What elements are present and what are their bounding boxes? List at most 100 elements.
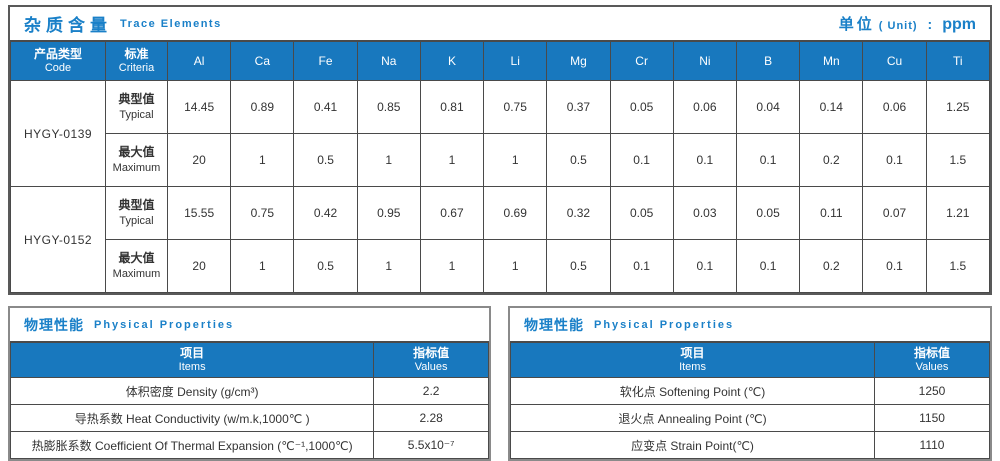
value-cell-ni: 0.1: [672, 239, 737, 293]
value-cell-k: 0.67: [419, 186, 485, 240]
property-value-cell: 5.5x10⁻⁷: [373, 431, 489, 459]
value-cell-na: 1: [356, 239, 421, 293]
unit-value: ppm: [942, 16, 976, 33]
value-cell-al: 20: [166, 239, 232, 293]
property-value-cell: 1250: [874, 377, 990, 405]
value-cell-b: 0.05: [735, 186, 801, 240]
column-header-values-cn: 指标值: [914, 345, 951, 360]
physical-property-row: 导热系数 Heat Conductivity (w/m.k,1000℃ ) 2.2…: [9, 404, 489, 432]
element-column-header-li: Li: [483, 40, 548, 81]
element-column-header-al: Al: [166, 40, 232, 81]
value-cell-mn: 0.14: [799, 80, 864, 134]
value-cell-cu: 0.07: [862, 186, 927, 240]
column-header-values-en: Values: [414, 360, 448, 373]
value-cell-al: 15.55: [166, 186, 232, 240]
element-column-header-na: Na: [356, 40, 421, 81]
column-header-criteria: 标准 Criteria: [105, 40, 168, 81]
value-cell-cu: 0.1: [862, 239, 927, 293]
property-item-cell: 导热系数 Heat Conductivity (w/m.k,1000℃ ): [9, 404, 375, 432]
value-cell-ca: 0.89: [230, 80, 295, 134]
criteria-label-en: Typical: [119, 214, 154, 227]
section-title-cn: 物理性能: [24, 316, 84, 333]
value-cell-ti: 1.5: [925, 239, 991, 293]
unit-colon: :: [927, 16, 933, 32]
section-title-cn: 杂质含量: [24, 16, 112, 35]
trace-elements-table: 产品类型 Code 标准 Criteria Al Ca Fe Na K Li Mg Cr Ni B…: [10, 40, 991, 293]
value-cell-ni: 0.03: [672, 186, 737, 240]
criteria-label-cn: 最大值: [118, 251, 155, 266]
value-cell-mg: 0.32: [546, 186, 611, 240]
property-item-cell: 应变点 Strain Point(℃): [509, 431, 876, 459]
value-cell-li: 0.69: [483, 186, 548, 240]
column-header-values-cn: 指标值: [413, 345, 450, 360]
trace-header-row: 产品类型 Code 标准 Criteria Al Ca Fe Na K Li Mg Cr Ni B…: [10, 40, 991, 81]
value-cell-b: 0.04: [735, 80, 801, 134]
section-title-en: Physical Properties: [94, 318, 235, 331]
trace-elements-titlebar: 杂质含量 Trace Elements 单位 ( Unit) : ppm: [10, 7, 990, 40]
section-title-cn: 物理性能: [524, 316, 584, 333]
column-header-criteria-cn: 标准: [124, 46, 149, 61]
value-cell-fe: 0.5: [293, 133, 358, 187]
product-code-cell: HYGY-0139: [10, 80, 106, 187]
property-value-cell: 2.2: [373, 377, 489, 405]
product-code-cell: HYGY-0152: [10, 186, 106, 293]
element-column-header-k: K: [419, 40, 485, 81]
value-cell-cr: 0.1: [609, 133, 674, 187]
property-value-cell: 2.28: [373, 404, 489, 432]
value-cell-k: 0.81: [419, 80, 485, 134]
value-cell-b: 0.1: [735, 133, 801, 187]
section-title-en: Physical Properties: [594, 318, 735, 331]
element-column-header-fe: Fe: [293, 40, 358, 81]
criteria-label-en: Maximum: [112, 267, 161, 280]
physical-properties-titlebar: 物理性能 Physical Properties: [510, 308, 990, 341]
property-value-cell: 1110: [874, 431, 990, 459]
criteria-label-cn: 典型值: [118, 92, 155, 107]
value-cell-fe: 0.42: [293, 186, 358, 240]
value-cell-cu: 0.06: [862, 80, 927, 134]
value-cell-al: 14.45: [166, 80, 232, 134]
element-column-header-mn: Mn: [799, 40, 864, 81]
physical-properties-titlebar: 物理性能 Physical Properties: [10, 308, 489, 341]
value-cell-mg: 0.5: [546, 133, 611, 187]
column-header-criteria-en: Criteria: [118, 61, 155, 74]
value-cell-mg: 0.37: [546, 80, 611, 134]
value-cell-na: 0.85: [356, 80, 421, 134]
value-cell-mn: 0.11: [799, 186, 864, 240]
physical-property-row: 体积密度 Density (g/cm³) 2.2: [9, 377, 489, 405]
criteria-cell: 最大值 Maximum: [105, 133, 168, 187]
value-cell-fe: 0.41: [293, 80, 358, 134]
value-cell-na: 0.95: [356, 186, 421, 240]
value-cell-cr: 0.05: [609, 186, 674, 240]
column-header-values-en: Values: [915, 360, 949, 373]
value-cell-ni: 0.1: [672, 133, 737, 187]
property-item-cell: 体积密度 Density (g/cm³): [9, 377, 375, 405]
value-cell-fe: 0.5: [293, 239, 358, 293]
value-cell-cr: 0.05: [609, 80, 674, 134]
unit-label-cn: 单位: [838, 16, 875, 33]
column-header-code: 产品类型 Code: [10, 40, 106, 81]
unit-indicator: 单位 ( Unit) : ppm: [839, 13, 976, 34]
property-item-cell: 热膨胀系数 Coefficient Of Thermal Expansion (…: [9, 431, 375, 459]
column-header-items-cn: 项目: [180, 345, 205, 360]
value-cell-k: 1: [419, 239, 485, 293]
element-column-header-b: B: [735, 40, 801, 81]
column-header-items: 项目 Items: [9, 341, 375, 378]
value-cell-b: 0.1: [735, 239, 801, 293]
property-item-cell: 软化点 Softening Point (℃): [509, 377, 876, 405]
criteria-cell: 典型值 Typical: [105, 186, 168, 240]
value-cell-k: 1: [419, 133, 485, 187]
value-cell-ti: 1.21: [925, 186, 991, 240]
column-header-items-en: Items: [679, 360, 706, 373]
element-column-header-cu: Cu: [862, 40, 927, 81]
criteria-cell: 最大值 Maximum: [105, 239, 168, 293]
element-column-header-ca: Ca: [230, 40, 295, 81]
physical-properties-table-right: 项目 Items 指标值 Values 软化点 Softening Point …: [509, 341, 990, 459]
criteria-label-cn: 最大值: [118, 145, 155, 160]
column-header-items: 项目 Items: [509, 341, 876, 378]
trace-elements-section: 杂质含量 Trace Elements 单位 ( Unit) : ppm 产品类…: [8, 5, 992, 295]
value-cell-mn: 0.2: [799, 133, 864, 187]
value-cell-cu: 0.1: [862, 133, 927, 187]
value-cell-ti: 1.25: [925, 80, 991, 134]
property-value-cell: 1150: [874, 404, 990, 432]
column-header-code-cn: 产品类型: [33, 46, 82, 61]
